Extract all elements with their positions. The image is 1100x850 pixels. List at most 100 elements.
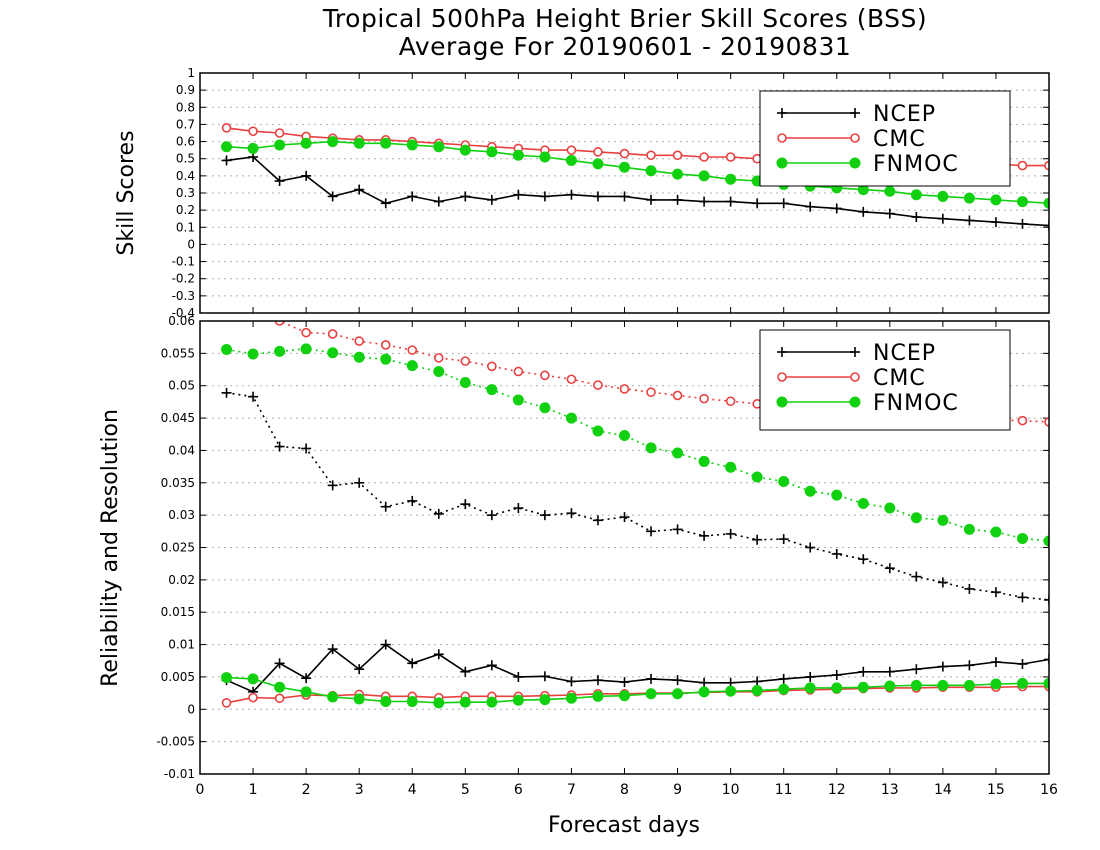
ncep-reliability-point — [592, 675, 603, 686]
cmc-point — [248, 126, 258, 137]
ncep-point — [539, 191, 550, 202]
ncep-point — [592, 191, 603, 202]
ncep-resolution-point — [672, 524, 683, 535]
ncep-resolution-point — [433, 508, 444, 519]
cmc-reliability-point — [248, 692, 258, 703]
cmc-resolution-point — [566, 374, 577, 385]
legend-marker — [777, 372, 787, 382]
fnmoc-resolution-point — [406, 360, 418, 372]
fnmoc-point — [380, 137, 392, 149]
x-tick-label: 13 — [881, 782, 899, 798]
fnmoc-reliability-point — [672, 688, 684, 700]
ncep-resolution-point — [274, 441, 285, 452]
fnmoc-reliability-point — [831, 682, 843, 694]
fnmoc-point — [247, 142, 259, 154]
fnmoc-resolution-point — [539, 402, 551, 414]
fnmoc-reliability-point — [778, 683, 790, 695]
legend-marker — [850, 108, 860, 118]
fnmoc-reliability-point — [247, 673, 259, 685]
ncep-point — [274, 176, 285, 186]
ncep-point — [407, 191, 418, 202]
fnmoc-point — [565, 154, 577, 166]
ncep-point — [778, 198, 789, 209]
ncep-reliability-point — [672, 675, 683, 686]
x-tick-label: 1 — [249, 782, 258, 798]
legend-label: FNMOC — [873, 391, 959, 416]
fnmoc-reliability-point — [645, 688, 657, 700]
fnmoc-resolution-point — [327, 347, 339, 359]
ncep-resolution-point — [778, 534, 789, 545]
ncep-resolution-point — [1017, 592, 1028, 603]
y-tick-label: 0.035 — [161, 476, 195, 490]
ncep-point — [937, 213, 948, 224]
ncep-reliability-point — [937, 661, 948, 672]
cmc-resolution-point — [672, 390, 683, 401]
legend-marker — [777, 108, 787, 118]
fnmoc-resolution-point — [698, 455, 710, 467]
cmc-resolution-point — [1017, 415, 1028, 426]
ncep-point — [646, 194, 657, 205]
fnmoc-point — [725, 173, 737, 185]
fnmoc-reliability-point — [486, 696, 498, 708]
ncep-point — [699, 196, 710, 207]
cmc-resolution-point — [223, 298, 231, 306]
y-tick-label: 0.045 — [161, 411, 195, 425]
fnmoc-point — [486, 146, 498, 158]
fnmoc-reliability-point — [592, 690, 604, 702]
cmc-point — [725, 152, 736, 162]
legend-box — [759, 329, 1011, 431]
y-tick-label: 0.06 — [168, 314, 195, 328]
fnmoc-reliability-point — [353, 693, 365, 705]
fnmoc-point — [459, 144, 471, 156]
legend-marker — [850, 372, 860, 382]
fnmoc-point — [406, 139, 418, 151]
plot-frame — [199, 72, 1050, 314]
y-tick-label: 1 — [187, 66, 195, 80]
fnmoc-reliability-point — [963, 679, 975, 691]
legend-label: FNMOC — [873, 152, 959, 177]
y-tick-label: 0.2 — [176, 203, 195, 217]
ncep-resolution-point — [301, 443, 312, 454]
cmc-point — [699, 152, 709, 162]
fnmoc-reliability-point — [910, 679, 922, 691]
ncep-reliability-point — [433, 649, 444, 660]
y-tick-label: 0.025 — [161, 541, 195, 555]
ncep-resolution-point — [566, 508, 577, 519]
ncep-reliability-point — [301, 673, 312, 684]
ncep-point — [725, 196, 736, 207]
fnmoc-reliability-point — [884, 680, 896, 692]
fnmoc-reliability-point — [300, 686, 312, 698]
fnmoc-point — [433, 141, 445, 153]
fnmoc-reliability-point — [221, 672, 233, 684]
fnmoc-point — [1016, 196, 1028, 208]
x-tick-label: 16 — [1040, 782, 1058, 798]
fnmoc-point — [910, 189, 922, 201]
y-tick-label: 0.3 — [176, 186, 195, 200]
cmc-resolution-point — [513, 366, 524, 377]
y-tick-label: 0.8 — [176, 100, 195, 114]
fnmoc-reliability-point — [406, 696, 418, 708]
cmc-resolution-point — [460, 356, 471, 366]
y-tick-label: 0.04 — [168, 443, 195, 457]
legend-label: CMC — [873, 366, 926, 391]
ncep-reliability-point — [274, 658, 285, 669]
fnmoc-point — [645, 165, 657, 177]
ncep-reliability-point — [911, 664, 922, 675]
cmc-resolution-point — [274, 321, 285, 326]
fnmoc-point — [884, 185, 896, 197]
ncep-reliability-point — [407, 658, 418, 669]
fnmoc-reliability-point — [990, 678, 1002, 690]
ncep-point — [486, 194, 497, 205]
ncep-point — [619, 191, 630, 202]
legend-label: NCEP — [873, 102, 936, 127]
legend-label: NCEP — [873, 341, 936, 366]
cmc-resolution-point — [301, 327, 311, 338]
ncep-point — [354, 184, 365, 195]
fnmoc-resolution-point — [433, 365, 445, 377]
y-tick-label: 0.1 — [176, 220, 195, 234]
chart-title-line1: Tropical 500hPa Height Brier Skill Score… — [322, 4, 928, 33]
ncep-point — [911, 212, 922, 222]
y-tick-label: 0.4 — [176, 169, 195, 183]
y-axis-label: Skill Scores — [114, 130, 139, 255]
